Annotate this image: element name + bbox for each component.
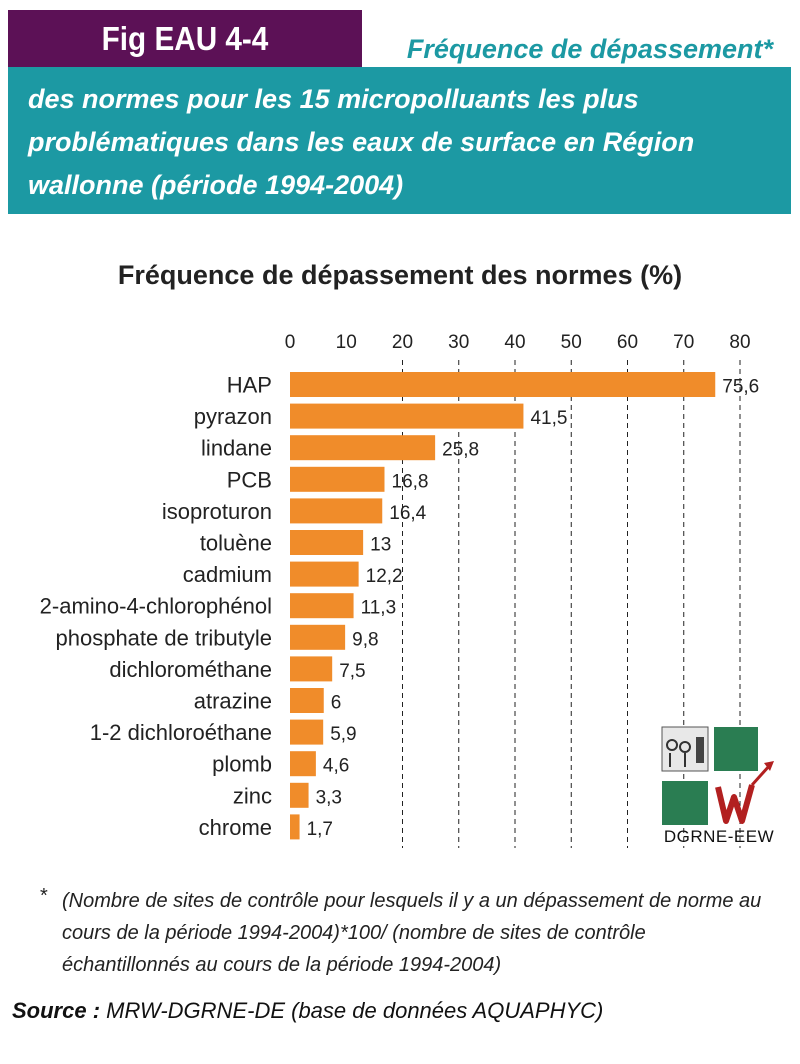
value-label: 3,3	[316, 787, 342, 808]
category-label: dichlorométhane	[109, 657, 272, 682]
category-label: PCB	[227, 467, 272, 492]
category-label: lindane	[201, 436, 272, 461]
x-tick-label: 60	[617, 332, 638, 353]
bar	[290, 561, 359, 587]
x-tick-label: 20	[392, 332, 413, 353]
footnote-text: (Nombre de sites de contrôle pour lesque…	[62, 890, 762, 976]
x-tick-label: 30	[448, 332, 469, 353]
x-tick-label: 10	[336, 332, 357, 353]
value-label: 4,6	[323, 756, 349, 777]
category-label: 2-amino-4-chlorophénol	[40, 594, 272, 619]
category-label: 1-2 dichloroéthane	[90, 720, 272, 745]
value-label: 75,6	[722, 377, 759, 398]
value-label: 7,5	[339, 661, 365, 682]
x-tick-label: 50	[561, 332, 582, 353]
value-label: 11,3	[361, 598, 397, 619]
source-label: Source :	[12, 998, 101, 1023]
logo-caption: DGRNE-EEW	[663, 827, 775, 846]
category-label: plomb	[212, 752, 272, 777]
figure-number: Fig EAU 4-4	[101, 19, 269, 57]
x-tick-label: 0	[285, 332, 296, 353]
figure-title-rest: des normes pour les 15 micropolluants le…	[28, 84, 695, 200]
bar	[290, 593, 354, 619]
bar	[290, 782, 309, 808]
x-tick-label: 70	[673, 332, 694, 353]
category-label: zinc	[233, 783, 272, 808]
bar	[290, 688, 324, 713]
chart-title: Fréquence de dépassement des normes (%)	[118, 260, 682, 290]
bar	[290, 435, 436, 461]
bar	[290, 751, 316, 777]
value-label: 5,9	[330, 724, 356, 745]
value-label: 16,4	[389, 503, 426, 524]
value-label: 1,7	[307, 819, 333, 840]
category-label: chrome	[199, 815, 272, 840]
footnote-marker: *	[40, 885, 48, 907]
bar	[290, 403, 524, 429]
value-label: 6	[331, 693, 342, 714]
value-label: 12,2	[366, 566, 403, 587]
category-label: isoproturon	[162, 499, 272, 524]
bar	[290, 530, 364, 555]
figure-title-line-1: Fréquence de dépassement*	[406, 34, 773, 64]
bar-chart: Fréquence de dépassement des normes (%) 0…	[40, 260, 759, 848]
category-label: toluène	[200, 531, 272, 556]
category-label: phosphate de tributyle	[56, 625, 273, 650]
category-label: HAP	[227, 373, 272, 398]
category-label: cadmium	[183, 562, 272, 587]
value-label: 16,8	[392, 471, 429, 492]
figure-tab: Fig EAU 4-4	[8, 10, 362, 67]
value-label: 9,8	[352, 629, 378, 650]
bar	[290, 624, 346, 650]
dgrne-logo	[660, 725, 780, 855]
bar	[290, 814, 300, 840]
bar	[290, 656, 333, 682]
category-label: pyrazon	[194, 404, 272, 429]
title-strip: Fréquence de dépassement*	[362, 10, 791, 67]
source-text: MRW-DGRNE-DE (base de données AQUAPHYC)	[106, 998, 604, 1023]
value-label: 13	[370, 535, 391, 556]
value-label: 25,8	[442, 440, 479, 461]
category-label: atrazine	[194, 689, 272, 714]
bar	[290, 466, 385, 492]
value-label: 41,5	[530, 408, 567, 429]
source-line: Source : MRW-DGRNE-DE (base de données A…	[12, 998, 603, 1024]
bar	[290, 372, 716, 397]
x-tick-label: 40	[504, 332, 525, 353]
x-tick-label: 80	[729, 332, 750, 353]
bar	[290, 498, 383, 524]
bar	[290, 719, 324, 745]
